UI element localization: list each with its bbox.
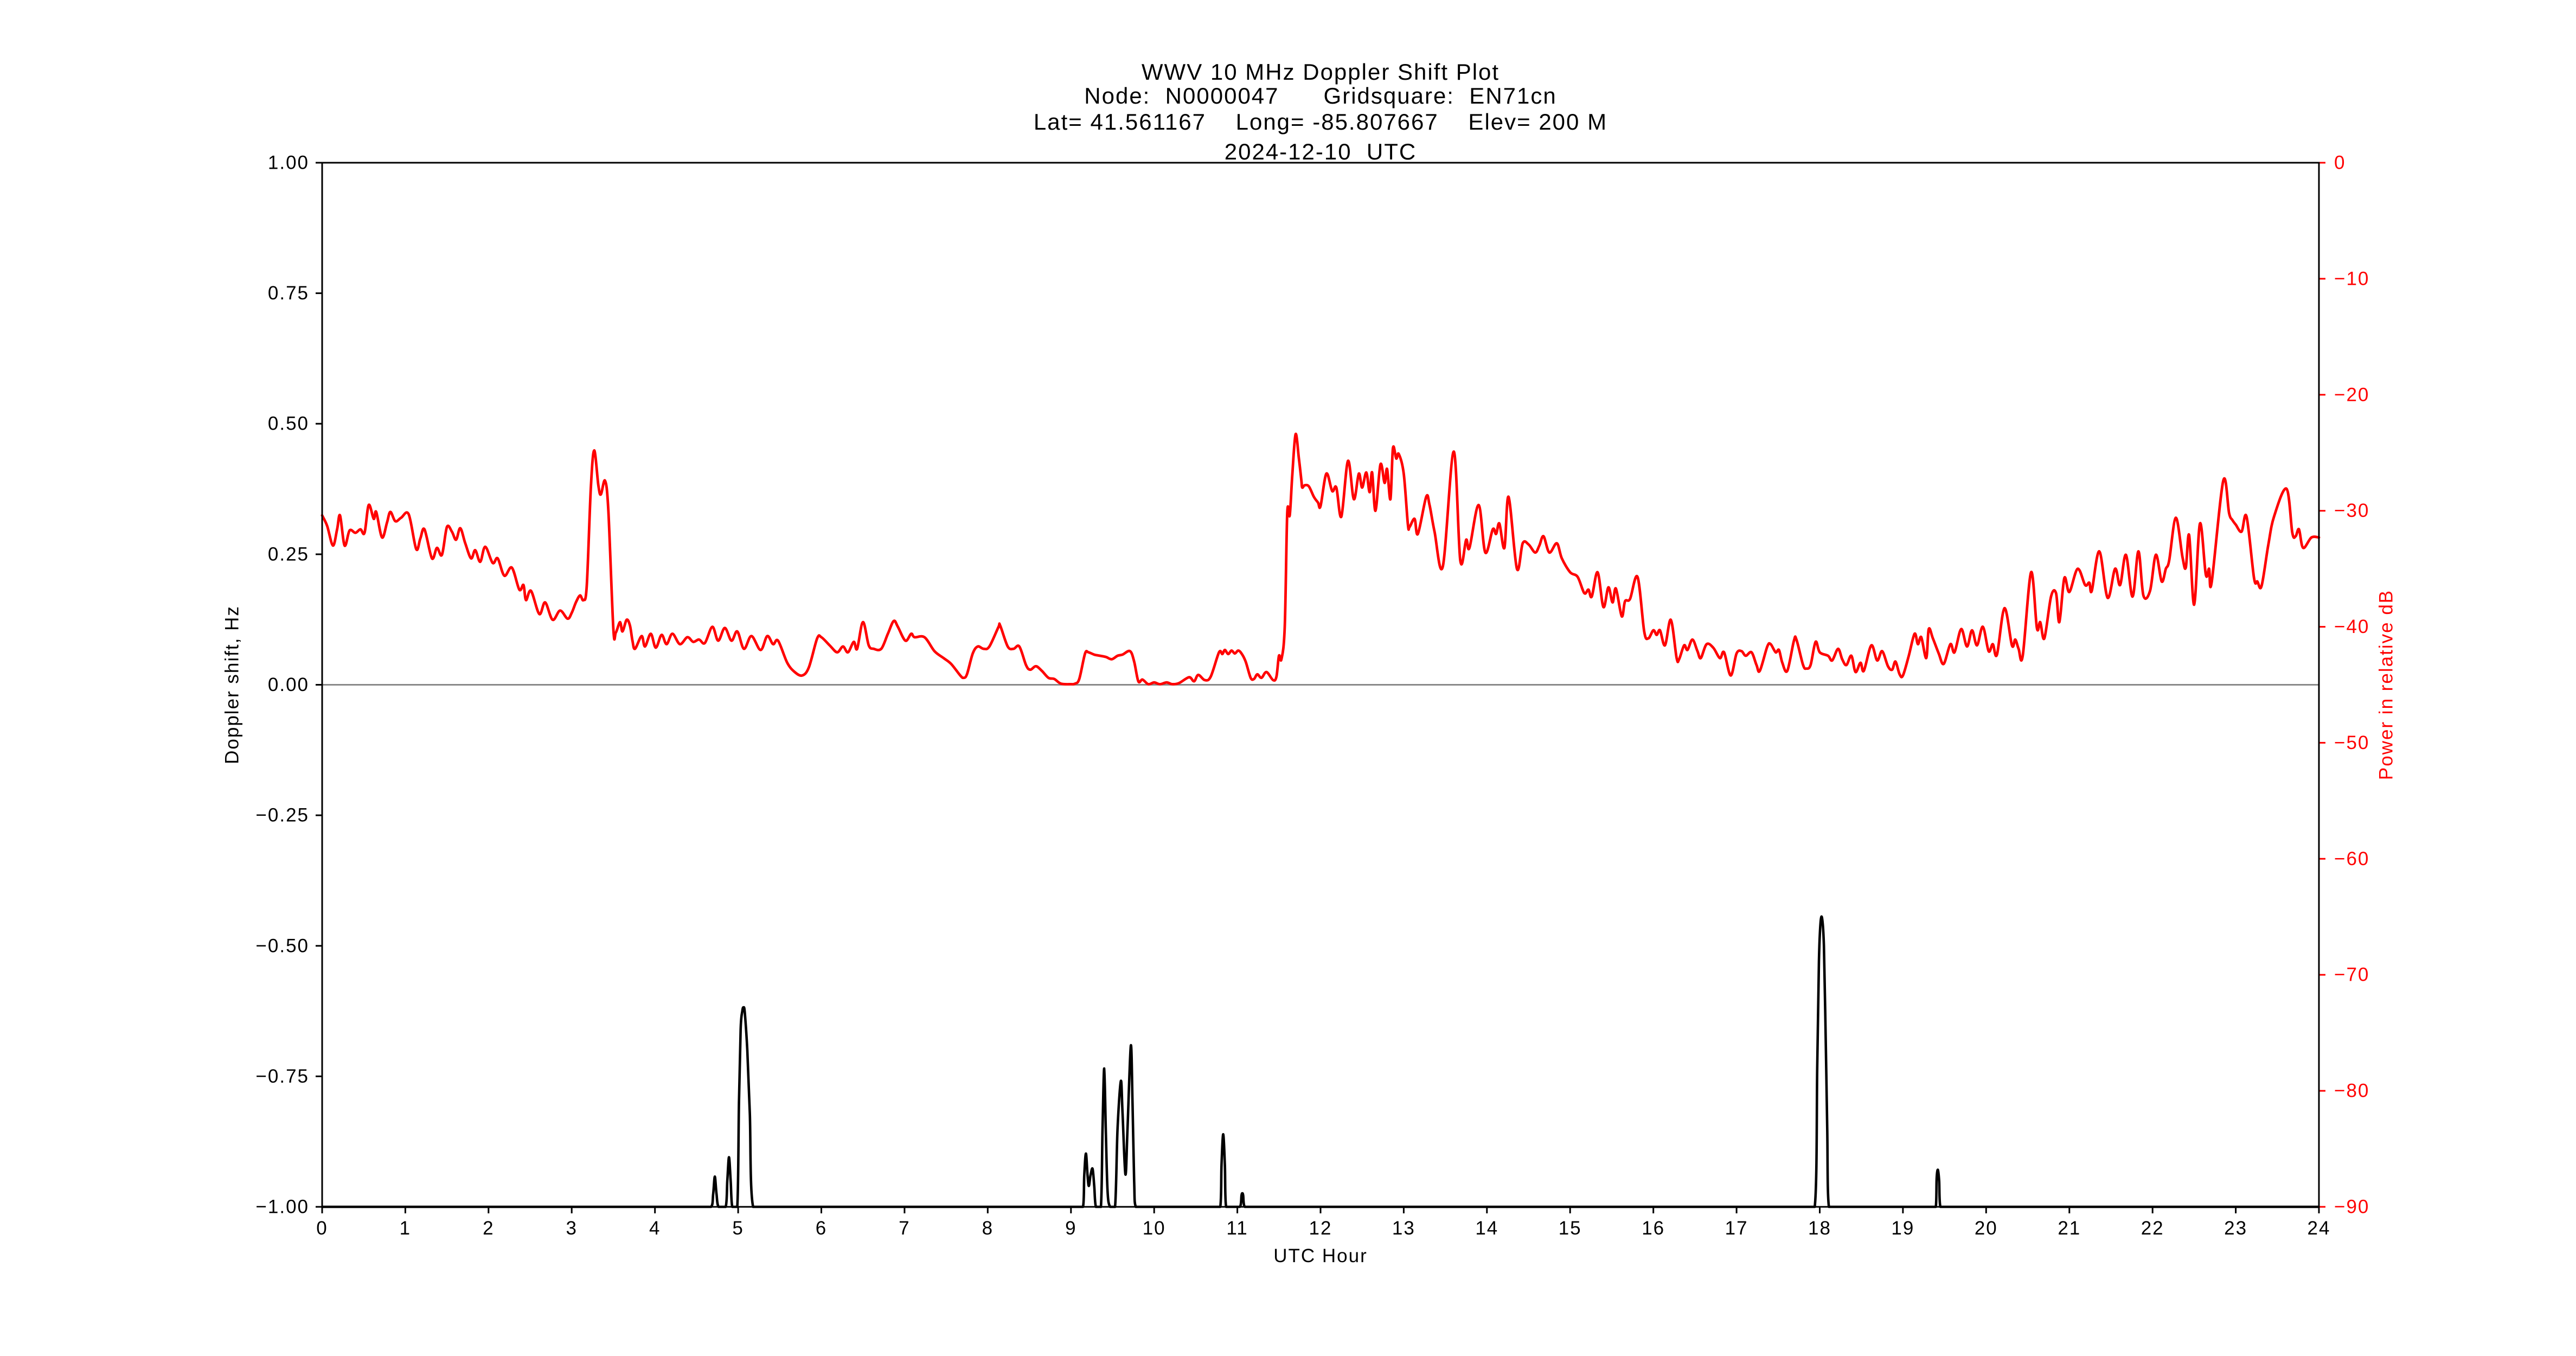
svg-text:−50: −50 [2334, 732, 2369, 753]
svg-text:1.00: 1.00 [268, 152, 309, 174]
svg-text:0.25: 0.25 [268, 543, 309, 565]
svg-text:15: 15 [1559, 1218, 1582, 1239]
svg-text:−0.50: −0.50 [255, 935, 309, 956]
svg-text:2: 2 [483, 1218, 494, 1239]
svg-text:21: 21 [2058, 1218, 2081, 1239]
svg-text:0.00: 0.00 [268, 674, 309, 695]
svg-text:9: 9 [1065, 1218, 1076, 1239]
svg-text:−80: −80 [2334, 1080, 2369, 1102]
svg-text:−90: −90 [2334, 1197, 2369, 1218]
svg-text:0.75: 0.75 [268, 283, 309, 304]
svg-text:0: 0 [2334, 152, 2346, 174]
svg-text:0: 0 [316, 1218, 328, 1239]
svg-text:−10: −10 [2334, 268, 2369, 289]
svg-text:14: 14 [1475, 1218, 1498, 1239]
svg-text:11: 11 [1226, 1218, 1248, 1239]
svg-text:17: 17 [1725, 1218, 1748, 1239]
svg-text:−40: −40 [2334, 616, 2369, 637]
svg-text:Power in relative dB: Power in relative dB [2376, 590, 2397, 780]
svg-text:22: 22 [2141, 1218, 2164, 1239]
svg-text:12: 12 [1309, 1218, 1332, 1239]
svg-text:−0.75: −0.75 [255, 1066, 309, 1087]
svg-text:10: 10 [1143, 1218, 1166, 1239]
svg-text:18: 18 [1808, 1218, 1831, 1239]
svg-text:0.50: 0.50 [268, 413, 309, 434]
svg-text:−70: −70 [2334, 964, 2369, 986]
svg-text:UTC Hour: UTC Hour [1273, 1245, 1368, 1267]
svg-text:1: 1 [400, 1218, 411, 1239]
svg-text:−1.00: −1.00 [255, 1197, 309, 1218]
svg-text:8: 8 [982, 1218, 994, 1239]
svg-text:5: 5 [732, 1218, 744, 1239]
svg-text:−20: −20 [2334, 384, 2369, 405]
svg-text:7: 7 [899, 1218, 910, 1239]
svg-text:4: 4 [649, 1218, 661, 1239]
svg-text:23: 23 [2224, 1218, 2247, 1239]
svg-text:20: 20 [1975, 1218, 1998, 1239]
svg-text:24: 24 [2308, 1218, 2331, 1239]
svg-text:6: 6 [816, 1218, 827, 1239]
svg-text:−0.25: −0.25 [255, 805, 309, 826]
svg-text:Node: N0000047 Gridsquar: Node: N0000047 Gridsquare: EN71cn [1084, 83, 1556, 108]
svg-text:−60: −60 [2334, 848, 2369, 869]
svg-text:Lat= 41.561167 Long= -85.80: Lat= 41.561167 Long= -85.807667 Elev= 20… [1034, 109, 1607, 135]
svg-text:2024-12-10 UTC: 2024-12-10 UTC [1225, 139, 1417, 164]
svg-text:−30: −30 [2334, 500, 2369, 521]
svg-text:16: 16 [1642, 1218, 1665, 1239]
svg-text:13: 13 [1392, 1218, 1415, 1239]
svg-text:19: 19 [1891, 1218, 1914, 1239]
svg-text:Doppler shift, Hz: Doppler shift, Hz [222, 605, 243, 764]
svg-text:WWV 10 MHz Doppler Shift Plot: WWV 10 MHz Doppler Shift Plot [1142, 59, 1500, 85]
svg-text:3: 3 [566, 1218, 577, 1239]
